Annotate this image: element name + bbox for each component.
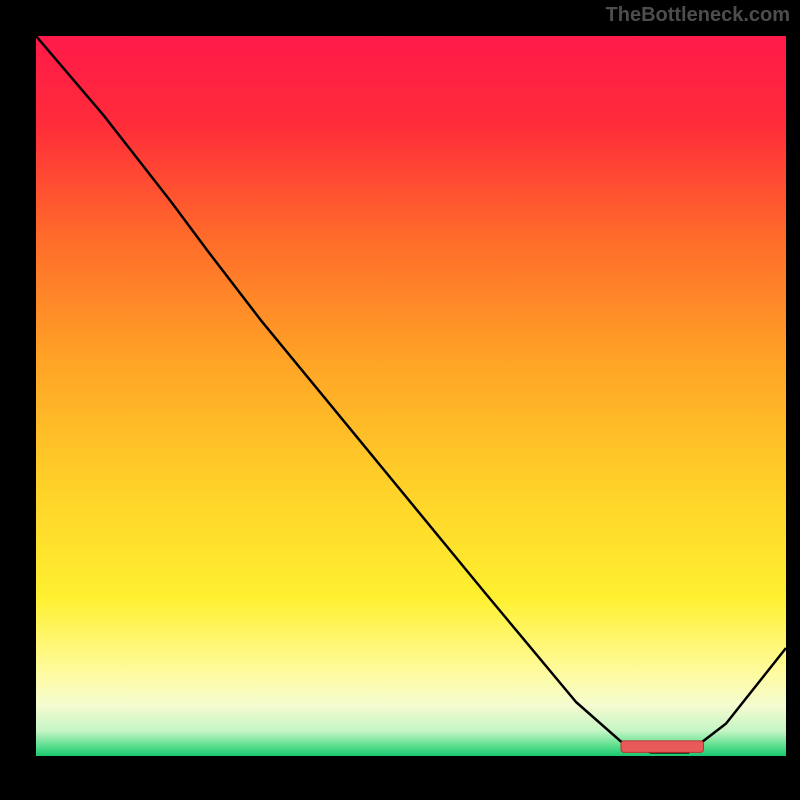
chart-plot-area (36, 36, 786, 756)
chart-svg (36, 36, 786, 756)
chart-optimal-marker (621, 741, 704, 753)
chart-gradient-background (36, 36, 786, 756)
watermark-text: TheBottleneck.com (606, 4, 790, 27)
